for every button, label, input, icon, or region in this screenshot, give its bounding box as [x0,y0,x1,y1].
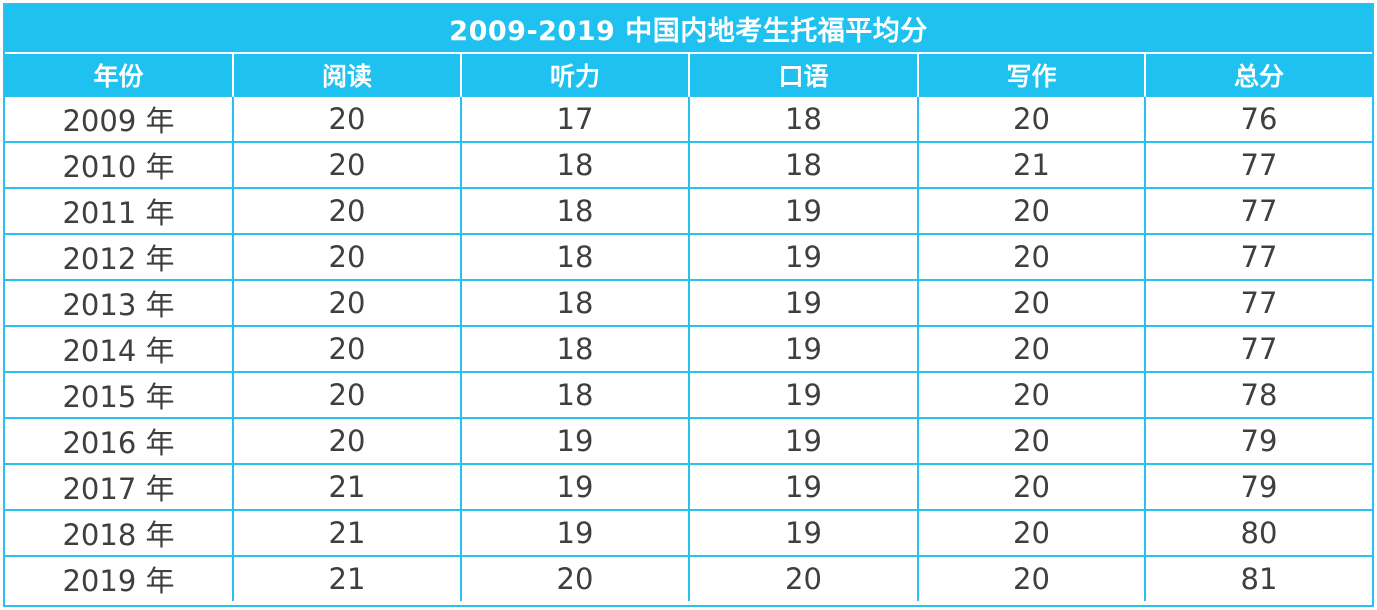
cell-reading: 21 [232,509,461,556]
cell-total: 78 [1144,371,1372,418]
table-row: 2019 年 21 20 20 20 81 [5,555,1372,601]
cell-writing: 20 [917,371,1145,418]
table-title: 2009-2019 中国内地考生托福平均分 [5,5,1372,52]
cell-listening: 18 [460,279,689,326]
table-row: 2010 年 20 18 18 21 77 [5,141,1372,188]
cell-year: 2014 年 [5,325,233,372]
cell-writing: 20 [917,187,1145,234]
cell-total: 77 [1144,233,1372,280]
header-reading: 阅读 [232,52,461,96]
cell-writing: 20 [917,463,1145,510]
cell-reading: 21 [232,555,461,601]
cell-writing: 20 [917,509,1145,556]
cell-year: 2017 年 [5,463,233,510]
cell-speaking: 19 [688,509,918,556]
cell-writing: 20 [917,555,1145,601]
cell-total: 76 [1144,95,1372,142]
toefl-score-table-frame: 2009-2019 中国内地考生托福平均分 年份 阅读 听力 口语 写作 总分 2009 … [3,3,1374,607]
cell-total: 77 [1144,187,1372,234]
table-row: 2009 年 20 17 18 20 76 [5,95,1372,142]
cell-listening: 20 [460,555,689,601]
cell-reading: 20 [232,371,461,418]
cell-year: 2018 年 [5,509,233,556]
cell-reading: 20 [232,233,461,280]
cell-writing: 20 [917,325,1145,372]
cell-year: 2019 年 [5,555,233,601]
cell-listening: 19 [460,463,689,510]
cell-writing: 20 [917,95,1145,142]
table-row: 2015 年 20 18 19 20 78 [5,371,1372,418]
table-row: 2018 年 21 19 19 20 80 [5,509,1372,556]
cell-listening: 18 [460,141,689,188]
table-row: 2013 年 20 18 19 20 77 [5,279,1372,326]
cell-year: 2016 年 [5,417,233,464]
cell-listening: 18 [460,371,689,418]
cell-total: 80 [1144,509,1372,556]
cell-speaking: 18 [688,95,918,142]
cell-speaking: 19 [688,463,918,510]
header-total: 总分 [1144,52,1372,96]
cell-listening: 18 [460,187,689,234]
cell-speaking: 19 [688,233,918,280]
cell-total: 81 [1144,555,1372,601]
score-table: 年份 阅读 听力 口语 写作 总分 2009 年 20 17 18 20 76 2010 年 20 18 1… [5,52,1372,601]
header-speaking: 口语 [688,52,918,96]
cell-speaking: 19 [688,279,918,326]
header-listening: 听力 [460,52,689,96]
cell-total: 77 [1144,325,1372,372]
cell-listening: 18 [460,233,689,280]
cell-speaking: 19 [688,325,918,372]
cell-total: 77 [1144,279,1372,326]
cell-writing: 20 [917,279,1145,326]
header-writing: 写作 [917,52,1145,96]
cell-reading: 21 [232,463,461,510]
header-year: 年份 [5,52,233,96]
cell-writing: 20 [917,233,1145,280]
cell-reading: 20 [232,141,461,188]
cell-year: 2015 年 [5,371,233,418]
table-row: 2016 年 20 19 19 20 79 [5,417,1372,464]
cell-total: 77 [1144,141,1372,188]
cell-speaking: 19 [688,417,918,464]
cell-listening: 18 [460,325,689,372]
cell-speaking: 19 [688,371,918,418]
cell-listening: 19 [460,509,689,556]
cell-reading: 20 [232,187,461,234]
table-row: 2011 年 20 18 19 20 77 [5,187,1372,234]
cell-reading: 20 [232,325,461,372]
cell-listening: 19 [460,417,689,464]
table-row: 2017 年 21 19 19 20 79 [5,463,1372,510]
cell-writing: 20 [917,417,1145,464]
cell-reading: 20 [232,417,461,464]
table-row: 2012 年 20 18 19 20 77 [5,233,1372,280]
table-row: 2014 年 20 18 19 20 77 [5,325,1372,372]
cell-writing: 21 [917,141,1145,188]
cell-year: 2012 年 [5,233,233,280]
cell-year: 2009 年 [5,95,233,142]
cell-reading: 20 [232,95,461,142]
cell-total: 79 [1144,417,1372,464]
table-header-row: 年份 阅读 听力 口语 写作 总分 [5,52,1372,96]
cell-total: 79 [1144,463,1372,510]
cell-listening: 17 [460,95,689,142]
cell-year: 2010 年 [5,141,233,188]
cell-speaking: 18 [688,141,918,188]
cell-speaking: 19 [688,187,918,234]
cell-reading: 20 [232,279,461,326]
cell-year: 2013 年 [5,279,233,326]
cell-speaking: 20 [688,555,918,601]
cell-year: 2011 年 [5,187,233,234]
table-body: 2009 年 20 17 18 20 76 2010 年 20 18 18 21 77 2011 年 20… [5,95,1372,601]
